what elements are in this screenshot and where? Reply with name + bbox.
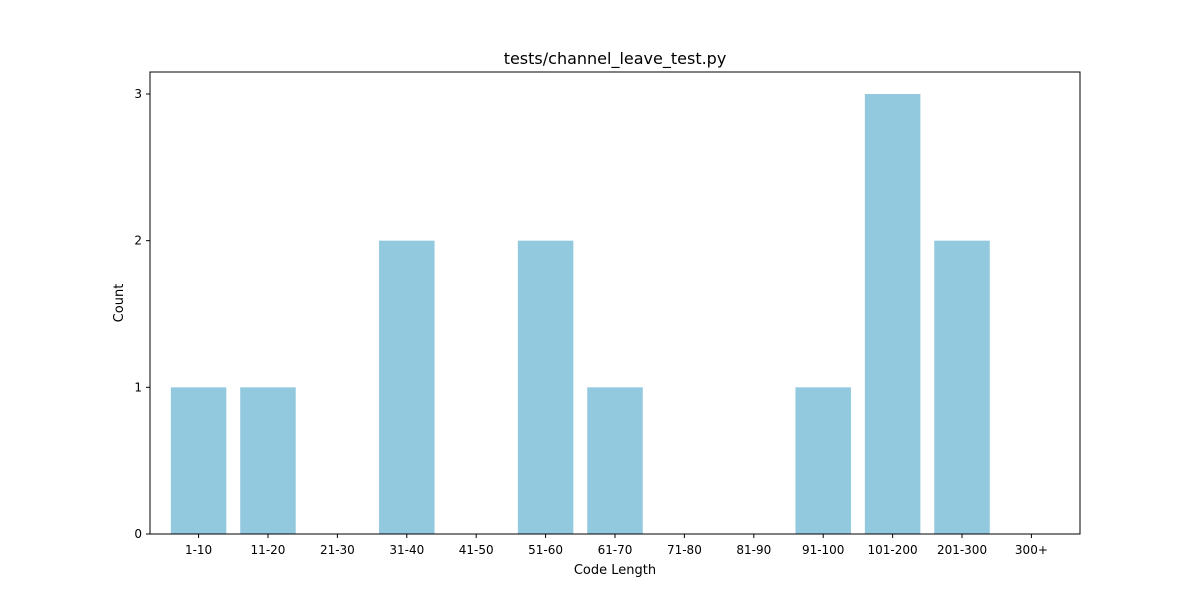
bar [240, 387, 296, 534]
x-tick-label: 41-50 [459, 543, 494, 557]
x-tick-label: 1-10 [185, 543, 212, 557]
x-axis-label: Code Length [574, 563, 656, 578]
x-tick-label: 101-200 [868, 543, 918, 557]
x-tick-label: 71-80 [667, 543, 702, 557]
x-axis-ticks: 1-10 11-20 21-30 31-40 41-50 51-60 61-70 71-80 8… [185, 534, 1048, 557]
y-axis-ticks: 0 1 2 3 [134, 87, 150, 541]
bar [379, 240, 435, 535]
x-tick-label: 300+ [1015, 543, 1048, 557]
y-tick-label: 0 [134, 527, 142, 541]
bar [517, 240, 574, 535]
x-tick-label: 81-90 [736, 543, 771, 557]
bar [934, 240, 990, 535]
x-tick-label: 31-40 [389, 543, 424, 557]
bar [795, 387, 851, 534]
bar [170, 387, 227, 534]
y-tick-label: 1 [134, 380, 142, 394]
x-tick-label: 21-30 [320, 543, 355, 557]
y-tick-label: 2 [134, 234, 142, 248]
bars-group [170, 94, 990, 535]
x-tick-label: 11-20 [251, 543, 286, 557]
y-axis-label: Count [112, 284, 127, 323]
x-tick-label: 91-100 [802, 543, 845, 557]
x-tick-label: 51-60 [528, 543, 563, 557]
bar [864, 94, 921, 534]
x-tick-label: 201-300 [937, 543, 987, 557]
plot-frame [149, 71, 1081, 535]
chart-title: tests/channel_leave_test.py [504, 49, 727, 69]
bar [587, 387, 643, 534]
y-tick-label: 3 [134, 87, 142, 101]
x-tick-label: 61-70 [598, 543, 633, 557]
